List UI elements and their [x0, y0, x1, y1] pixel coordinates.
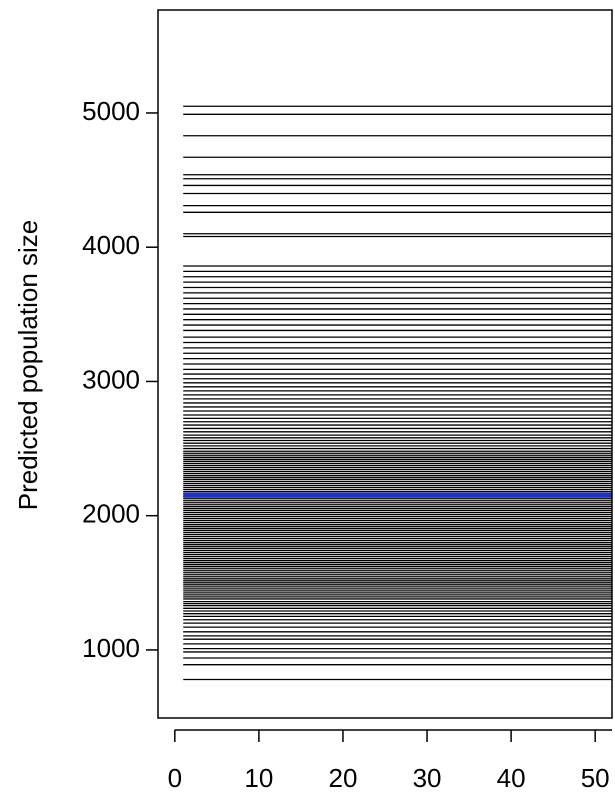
y-tick-label: 1000 — [82, 633, 140, 663]
y-axis-label: Predicted population size — [13, 220, 43, 511]
plot-area — [183, 105, 612, 681]
y-tick-label: 5000 — [82, 96, 140, 126]
plot-box — [157, 9, 613, 719]
x-tick-label: 0 — [168, 763, 182, 793]
x-tick-label: 20 — [329, 763, 358, 793]
x-tick-label: 50 — [581, 763, 610, 793]
y-tick-label: 3000 — [82, 364, 140, 394]
x-tick-label: 30 — [413, 763, 442, 793]
x-tick-label: 10 — [244, 763, 273, 793]
y-tick-label: 2000 — [82, 499, 140, 529]
y-tick-label: 4000 — [82, 230, 140, 260]
x-tick-label: 40 — [497, 763, 526, 793]
